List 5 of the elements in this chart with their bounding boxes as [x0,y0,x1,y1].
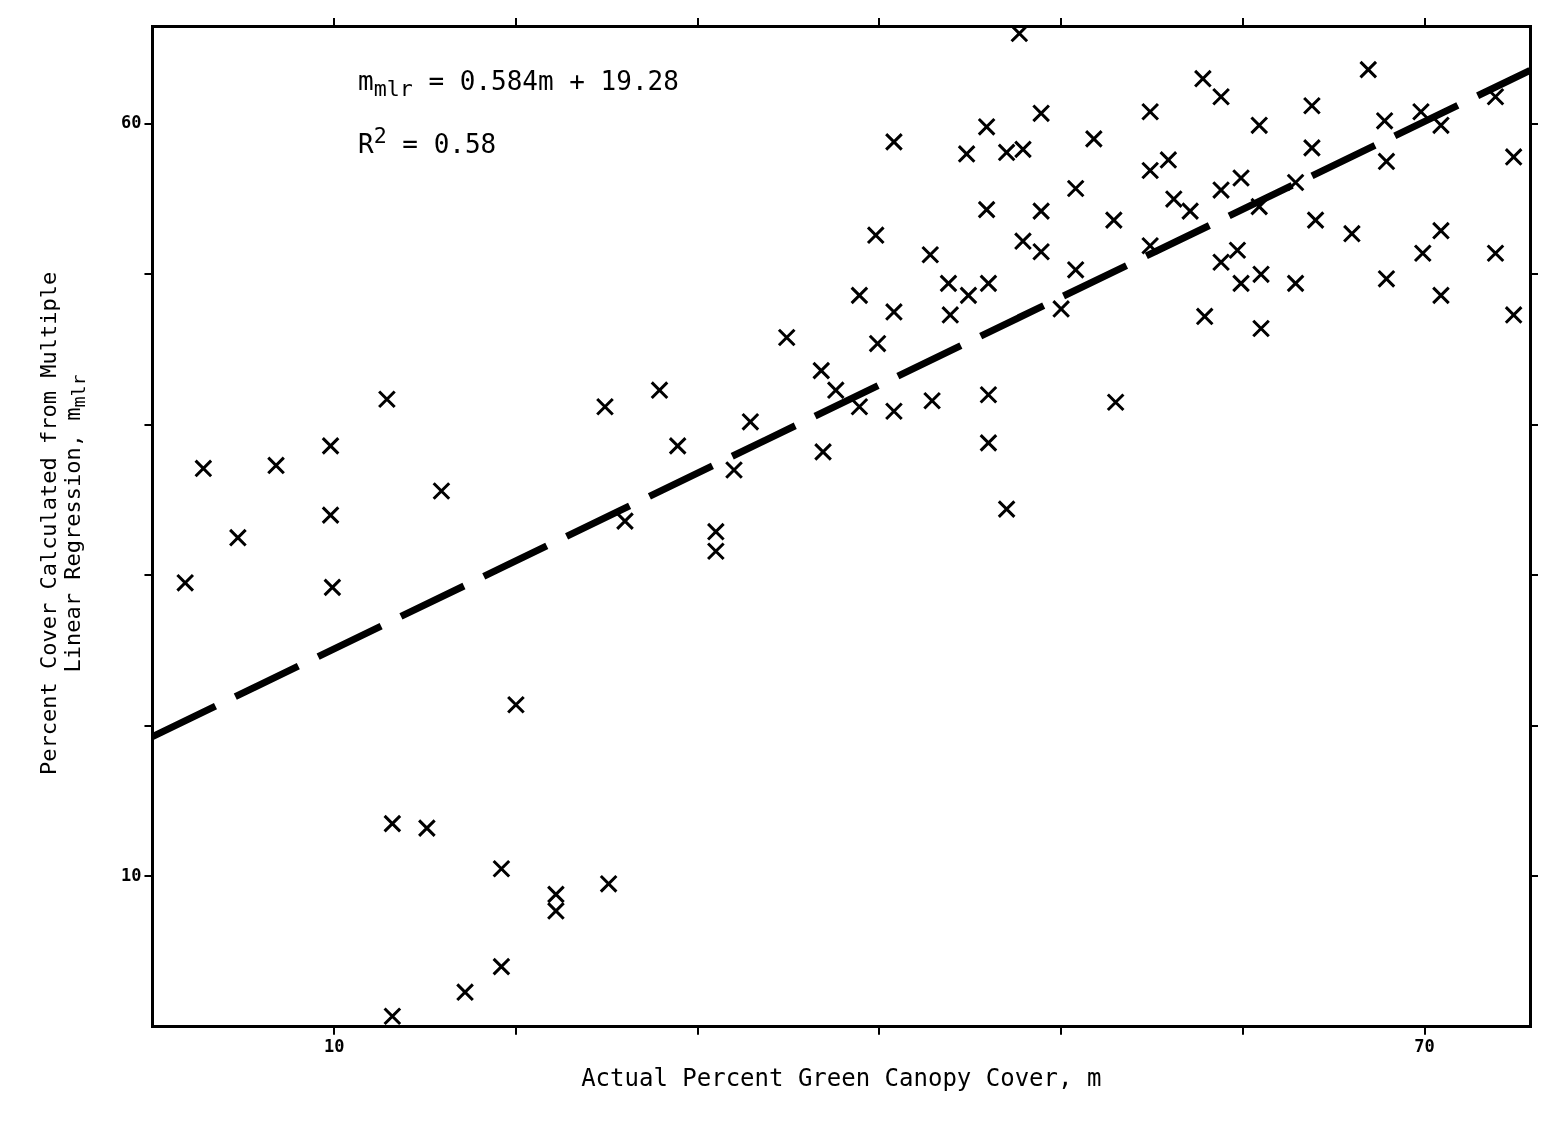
y-tick-label: 60 [120,112,142,133]
annotation: R$^{2}$ = 0.58 [358,123,498,159]
x-axis-title: Actual Percent Green Canopy Cover, m [581,1063,1102,1092]
annotation: m$_{mlr}$ = 0.584m + 19.28 [358,66,679,102]
x-tick-label: 70 [1414,1036,1435,1057]
